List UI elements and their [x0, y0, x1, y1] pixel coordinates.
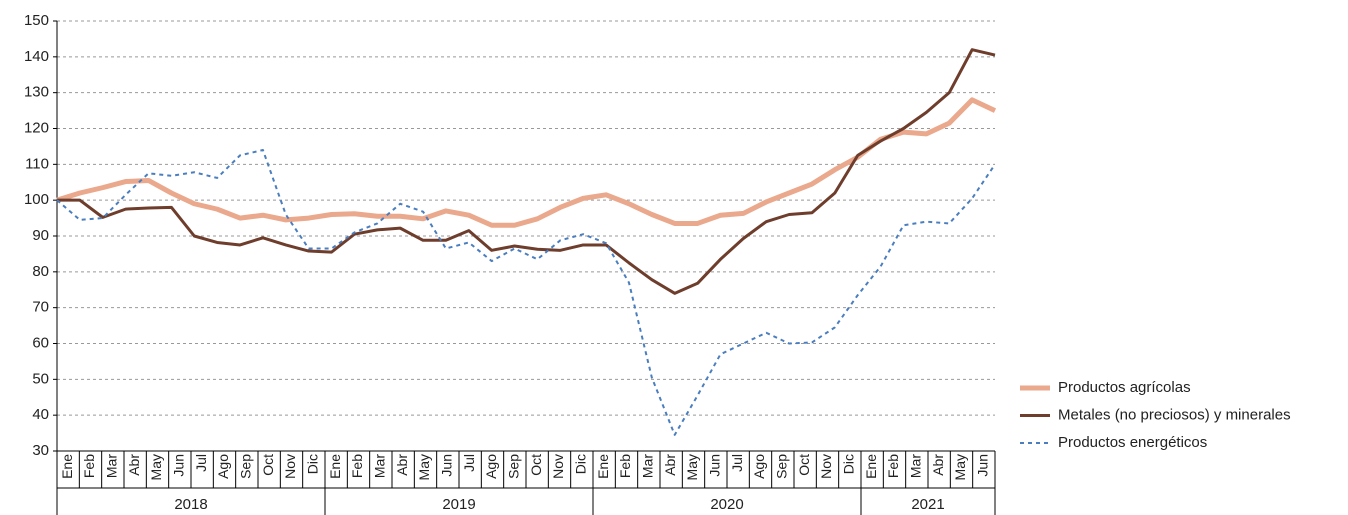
x-tick-label: Mar [104, 454, 120, 478]
y-tick-label: 40 [32, 406, 49, 423]
y-tick-label: 120 [24, 119, 49, 136]
x-tick-label: Ago [215, 454, 231, 479]
x-tick-label: Abr [930, 454, 946, 476]
x-tick-label: Mar [908, 454, 924, 478]
legend-label: Productos agrícolas [1058, 379, 1191, 396]
y-tick-label: 80 [32, 263, 49, 280]
y-tick-label: 30 [32, 442, 49, 459]
y-tick-label: 110 [25, 155, 49, 172]
x-tick-label: Ago [751, 454, 767, 479]
x-tick-label: Abr [662, 454, 678, 476]
y-tick-label: 90 [32, 227, 49, 244]
x-tick-label: Nov [282, 454, 298, 479]
y-tick-label: 70 [32, 299, 49, 316]
x-tick-label: Sep [238, 454, 254, 479]
line [57, 48, 996, 295]
x-tick-label: Dic [305, 454, 321, 474]
x-tick-label: May [416, 454, 432, 480]
x-tick-label: Abr [394, 454, 410, 476]
x-tick-label: Ene [59, 454, 75, 479]
x-tick-label: May [684, 454, 700, 480]
x-tick-label: Sep [506, 454, 522, 479]
x-tick-label: Ene [595, 454, 611, 479]
x-tick-label: Feb [617, 454, 633, 478]
x-tick-label: Jun [439, 454, 455, 477]
x-group-label: 2021 [911, 496, 944, 513]
x-tick-label: Jun [975, 454, 991, 477]
x-tick-label: Ene [327, 454, 343, 479]
y-tick-label: 60 [32, 334, 49, 351]
line [56, 149, 996, 436]
x-tick-label: Mar [640, 454, 656, 478]
x-tick-label: Jul [729, 454, 745, 472]
x-tick-label: Oct [528, 454, 544, 476]
y-tick-label: 130 [24, 84, 49, 101]
y-tick-label: 150 [24, 12, 49, 29]
x-group-label: 2019 [442, 496, 475, 513]
y-tick-label: 100 [24, 191, 49, 208]
x-tick-label: Dic [573, 454, 589, 474]
x-tick-label: Jun [171, 454, 187, 477]
x-group-label: 2018 [174, 496, 207, 513]
y-tick-label: 140 [24, 48, 49, 65]
x-tick-label: Ago [483, 454, 499, 479]
x-tick-label: Feb [885, 454, 901, 478]
x-tick-label: Oct [260, 454, 276, 476]
x-group-label: 2020 [710, 496, 743, 513]
x-tick-label: Oct [796, 454, 812, 476]
x-tick-label: Jun [707, 454, 723, 477]
x-tick-label: May [952, 454, 968, 480]
line [56, 97, 997, 228]
x-tick-label: Dic [841, 454, 857, 474]
y-tick-label: 50 [32, 370, 49, 387]
x-tick-label: Jul [461, 454, 477, 472]
x-tick-label: Sep [774, 454, 790, 479]
x-tick-label: Feb [349, 454, 365, 478]
x-tick-label: Nov [550, 454, 566, 479]
legend-label: Productos energéticos [1058, 434, 1207, 451]
x-tick-label: May [148, 454, 164, 480]
x-tick-label: Mar [372, 454, 388, 478]
x-tick-label: Abr [126, 454, 142, 476]
legend-label: Metales (no preciosos) y minerales [1058, 406, 1291, 423]
x-tick-label: Ene [863, 454, 879, 479]
x-tick-label: Nov [818, 454, 834, 479]
x-tick-label: Jul [193, 454, 209, 472]
x-tick-label: Feb [81, 454, 97, 478]
